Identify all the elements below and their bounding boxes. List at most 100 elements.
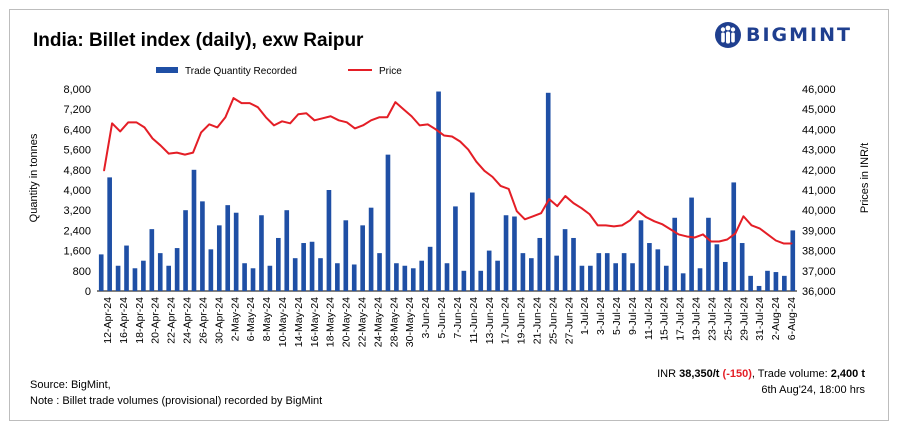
x-tick-label: 7-Jun-24 <box>452 297 464 339</box>
y-tick-right-label: 38,000 <box>802 246 836 258</box>
price-point <box>524 218 526 220</box>
price-point <box>208 123 210 125</box>
x-tick-label: 29-Jul-24 <box>738 297 750 341</box>
x-tick-label: 17-Jun-24 <box>500 297 512 344</box>
y-tick-left-label: 3,200 <box>63 205 91 217</box>
price-point <box>249 102 251 104</box>
y-tick-left-label: 4,800 <box>63 165 91 177</box>
y-ticks-left: 0 800 1,600 2,400 3,200 4,000 4,800 5,600 6,400 7… <box>63 84 91 298</box>
bar <box>309 241 315 291</box>
bar <box>394 263 399 291</box>
x-tick-label: 21-Jun-24 <box>531 297 543 344</box>
bar <box>233 212 239 291</box>
brand-name: BIGMINT <box>746 24 852 46</box>
bar <box>191 169 197 291</box>
brand-logo: BIGMINT <box>714 20 852 50</box>
bar <box>765 270 770 291</box>
x-tick-label: 8-May-24 <box>261 297 273 342</box>
y-tick-right-label: 40,000 <box>802 205 836 217</box>
y-tick-left-label: 8,000 <box>63 84 91 96</box>
x-tick-label: 30-Apr-24 <box>213 297 225 344</box>
y-tick-left-label: 5,600 <box>63 145 91 157</box>
bar <box>748 275 753 291</box>
bar <box>579 265 585 291</box>
price-point <box>556 205 558 207</box>
price-point <box>483 170 486 172</box>
price-point <box>402 108 405 110</box>
x-tick-label: 11-Jun-24 <box>468 297 480 344</box>
bar <box>183 210 188 291</box>
bar <box>604 253 610 292</box>
bar <box>98 254 104 291</box>
price-point <box>103 170 105 172</box>
price-point <box>378 116 380 118</box>
price-point <box>767 233 769 236</box>
bar <box>267 265 273 291</box>
price-point <box>192 152 194 154</box>
bar <box>739 243 745 291</box>
x-tick-label: 25-Jul-24 <box>722 297 734 341</box>
price-point <box>184 154 186 156</box>
price-point <box>500 185 502 187</box>
x-tick-label: 3-Jun-24 <box>420 297 432 339</box>
y-tick-right-label: 46,000 <box>802 84 836 96</box>
x-tick-label: 20-May-24 <box>341 297 353 347</box>
y-tick-left-label: 1,600 <box>63 246 91 258</box>
price-point <box>475 161 477 163</box>
price-point <box>645 216 647 218</box>
legend-label-bars: Trade Quantity Recorded <box>185 66 297 77</box>
bar <box>630 263 635 291</box>
bar <box>115 265 121 291</box>
price-point <box>330 115 332 117</box>
bar <box>520 253 526 292</box>
bar <box>512 216 517 291</box>
bar <box>216 225 222 291</box>
x-tick-label: 16-Apr-24 <box>118 297 130 344</box>
timestamp: 6th Aug'24, 18:00 hrs <box>761 384 865 396</box>
bar <box>132 268 138 291</box>
bar <box>537 237 543 291</box>
bar <box>377 253 382 292</box>
x-tick-label: 18-Apr-24 <box>134 297 146 344</box>
y-axis-right-label: Prices in INR/t <box>859 143 871 213</box>
price-point <box>386 116 388 118</box>
bar <box>529 258 534 291</box>
summary-price: 38,350/t <box>679 368 720 380</box>
x-tick-label: 25-Jun-24 <box>547 297 559 344</box>
price-point <box>427 123 429 125</box>
bar <box>714 244 720 291</box>
price-point <box>394 101 396 103</box>
price-point <box>783 242 785 245</box>
bar <box>621 253 627 292</box>
price-point <box>176 152 178 154</box>
price-point <box>686 235 688 238</box>
price-point <box>613 225 615 227</box>
price-point <box>629 219 631 221</box>
bar <box>141 260 146 291</box>
x-tick-label: 5-Jun-24 <box>436 297 448 339</box>
price-point <box>241 102 243 104</box>
price-point <box>750 224 753 226</box>
bar <box>722 261 728 291</box>
price-point <box>281 120 283 122</box>
bar <box>503 215 509 291</box>
price-point <box>710 240 712 243</box>
price-point <box>265 116 267 118</box>
bar <box>588 265 593 291</box>
x-tick-label: 15-Jul-24 <box>659 297 671 341</box>
bar <box>419 260 425 291</box>
price-point <box>532 215 534 217</box>
bar <box>157 253 163 292</box>
legend-label-line: Price <box>379 66 402 77</box>
bar <box>638 220 644 291</box>
summary-prefix: INR <box>657 368 680 380</box>
price-point <box>305 112 307 114</box>
chart-title: India: Billet index (daily), exw Raipur <box>33 30 364 51</box>
x-tick-label: 26-Apr-24 <box>197 297 209 344</box>
price-point <box>742 215 745 217</box>
bar <box>208 249 214 291</box>
bar <box>461 270 467 291</box>
price-series <box>103 97 793 245</box>
bar <box>385 154 391 291</box>
bar <box>790 230 796 291</box>
